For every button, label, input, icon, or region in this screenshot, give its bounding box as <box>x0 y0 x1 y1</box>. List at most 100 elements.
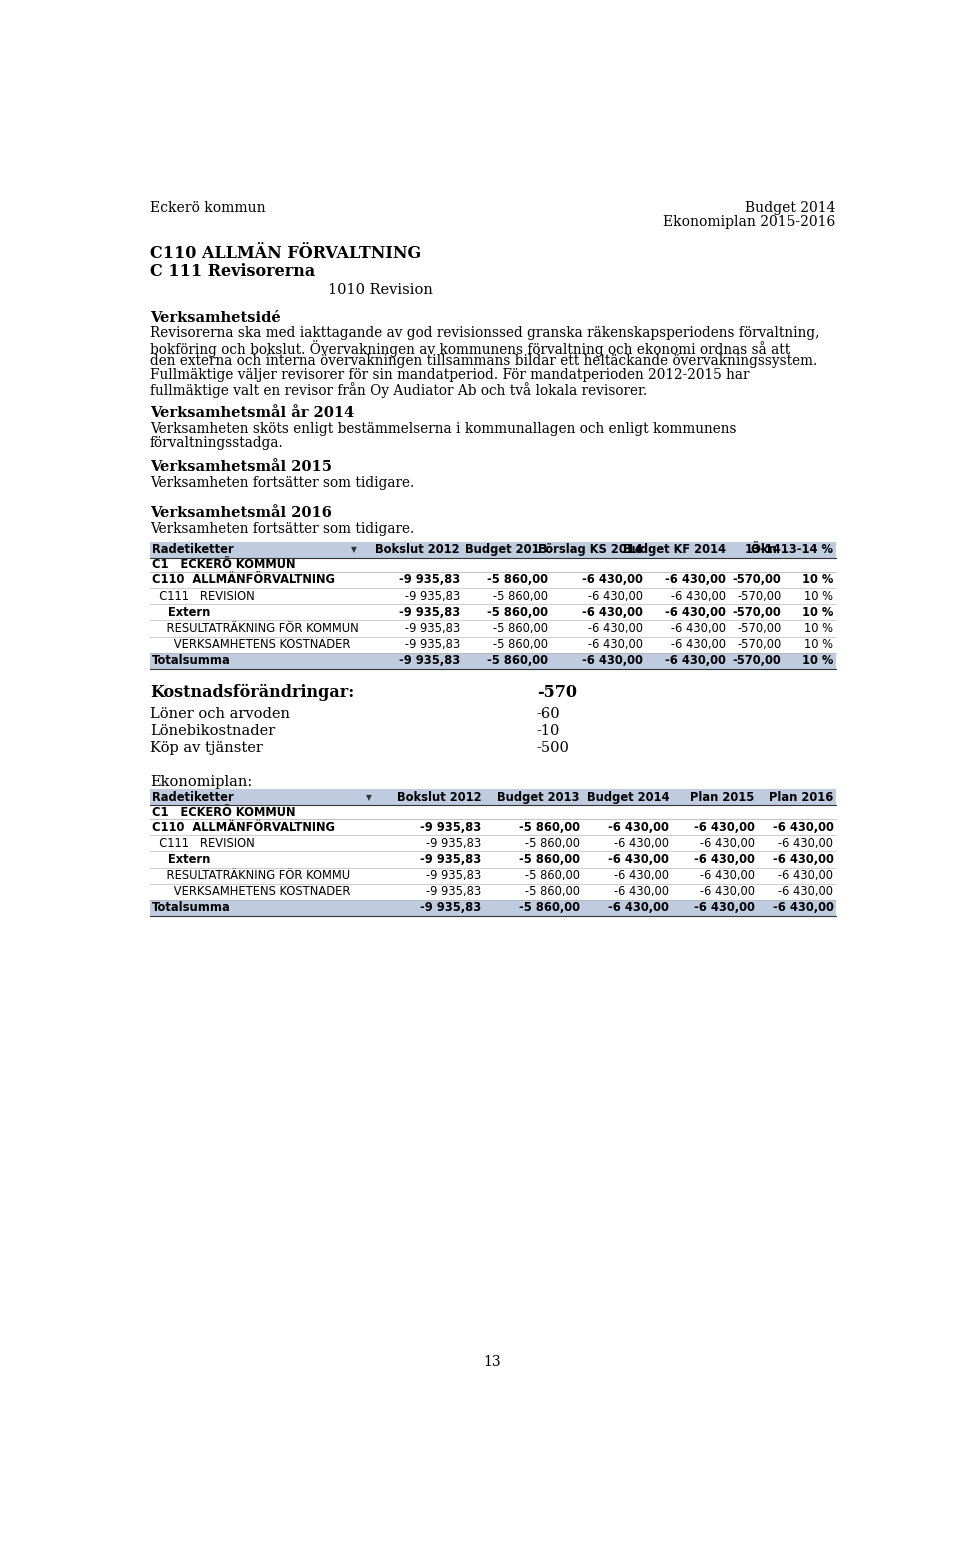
Text: -9 935,83: -9 935,83 <box>398 654 460 668</box>
Text: Budget 2014: Budget 2014 <box>745 201 836 215</box>
Text: Kostnadsförändringar:: Kostnadsförändringar: <box>150 684 354 701</box>
Text: 13-14: 13-14 <box>745 543 781 556</box>
Text: -6 430,00: -6 430,00 <box>614 869 669 883</box>
Text: -6 430,00: -6 430,00 <box>664 654 726 668</box>
Text: -9 935,83: -9 935,83 <box>420 853 482 866</box>
Text: -570,00: -570,00 <box>732 573 781 587</box>
Text: -6 430,00: -6 430,00 <box>664 573 726 587</box>
Text: -10: -10 <box>537 724 560 738</box>
Text: -5 860,00: -5 860,00 <box>525 886 580 898</box>
Text: 10 %: 10 % <box>803 606 833 618</box>
Text: Förslag KS 2014: Förslag KS 2014 <box>539 543 643 556</box>
Text: -6 430,00: -6 430,00 <box>609 902 669 914</box>
Text: -500: -500 <box>537 741 569 755</box>
Text: ▼: ▼ <box>366 793 372 802</box>
Text: -9 935,83: -9 935,83 <box>420 821 482 833</box>
Text: C 111 Revisorerna: C 111 Revisorerna <box>150 263 315 280</box>
Text: -6 430,00: -6 430,00 <box>664 606 726 618</box>
Text: Verksamheten fortsätter som tidigare.: Verksamheten fortsätter som tidigare. <box>150 475 414 489</box>
Text: -9 935,83: -9 935,83 <box>405 638 460 651</box>
Text: -6 430,00: -6 430,00 <box>588 621 643 635</box>
Text: -6 430,00: -6 430,00 <box>582 606 643 618</box>
Text: Verksamheten sköts enligt bestämmelserna i kommunallagen och enligt kommunens: Verksamheten sköts enligt bestämmelserna… <box>150 422 736 436</box>
Text: -6 430,00: -6 430,00 <box>671 638 726 651</box>
Bar <box>150 789 836 805</box>
Text: 10 %: 10 % <box>804 590 833 603</box>
Text: -9 935,83: -9 935,83 <box>398 573 460 587</box>
Text: Extern: Extern <box>152 853 210 866</box>
Text: RESULTATRÄKNING FÖR KOMMUN: RESULTATRÄKNING FÖR KOMMUN <box>152 621 359 635</box>
Text: Fullmäktige väljer revisorer för sin mandatperiod. För mandatperioden 2012-2015 : Fullmäktige väljer revisorer för sin man… <box>150 367 749 381</box>
Text: Radetiketter: Radetiketter <box>152 543 233 556</box>
Text: -6 430,00: -6 430,00 <box>614 836 669 850</box>
Text: RESULTATRÄKNING FÖR KOMMU: RESULTATRÄKNING FÖR KOMMU <box>152 869 350 883</box>
Text: -6 430,00: -6 430,00 <box>588 638 643 651</box>
Text: -5 860,00: -5 860,00 <box>518 821 580 833</box>
Text: ▼: ▼ <box>350 545 356 554</box>
Text: Verksamhetsmål 2015: Verksamhetsmål 2015 <box>150 461 332 475</box>
Text: Verksamhetsmål år 2014: Verksamhetsmål år 2014 <box>150 406 354 420</box>
Text: Extern: Extern <box>152 606 210 618</box>
Text: -9 935,83: -9 935,83 <box>426 886 482 898</box>
Text: 10 %: 10 % <box>804 638 833 651</box>
Text: 10 %: 10 % <box>804 621 833 635</box>
Bar <box>150 652 836 670</box>
Text: -570,00: -570,00 <box>737 638 781 651</box>
Text: VERKSAMHETENS KOSTNADER: VERKSAMHETENS KOSTNADER <box>152 886 350 898</box>
Text: Eckerö kommun: Eckerö kommun <box>150 201 265 215</box>
Bar <box>150 542 836 557</box>
Text: -9 935,83: -9 935,83 <box>398 606 460 618</box>
Text: fullmäktige valt en revisor från Oy Audiator Ab och två lokala revisorer.: fullmäktige valt en revisor från Oy Audi… <box>150 381 647 397</box>
Text: Löner och arvoden: Löner och arvoden <box>150 707 290 721</box>
Text: -9 935,83: -9 935,83 <box>405 590 460 603</box>
Text: -570,00: -570,00 <box>732 654 781 668</box>
Text: Budget 2013: Budget 2013 <box>497 791 580 803</box>
Text: Ekonomiplan:: Ekonomiplan: <box>150 775 252 789</box>
Text: Plan 2016: Plan 2016 <box>769 791 833 803</box>
Text: -6 430,00: -6 430,00 <box>671 590 726 603</box>
Text: -6 430,00: -6 430,00 <box>671 621 726 635</box>
Text: Revisorerna ska med iakttagande av god revisionssed granska räkenskapsperiodens : Revisorerna ska med iakttagande av god r… <box>150 327 819 341</box>
Bar <box>150 900 836 916</box>
Text: -6 430,00: -6 430,00 <box>694 902 755 914</box>
Text: -570,00: -570,00 <box>732 606 781 618</box>
Text: -6 430,00: -6 430,00 <box>694 821 755 833</box>
Text: -570: -570 <box>537 684 577 701</box>
Text: 13: 13 <box>483 1355 501 1369</box>
Text: -5 860,00: -5 860,00 <box>492 590 548 603</box>
Text: -5 860,00: -5 860,00 <box>487 606 548 618</box>
Text: Ökn 13-14 %: Ökn 13-14 % <box>752 543 833 556</box>
Text: -9 935,83: -9 935,83 <box>405 621 460 635</box>
Text: -6 430,00: -6 430,00 <box>700 836 755 850</box>
Text: C110  ALLMÄNFÖRVALTNING: C110 ALLMÄNFÖRVALTNING <box>152 821 335 833</box>
Text: Bokslut 2012: Bokslut 2012 <box>375 543 460 556</box>
Text: Radetiketter: Radetiketter <box>152 791 233 803</box>
Text: Verksamheten fortsätter som tidigare.: Verksamheten fortsätter som tidigare. <box>150 522 414 536</box>
Text: C111   REVISION: C111 REVISION <box>152 590 254 603</box>
Text: C110  ALLMÄNFÖRVALTNING: C110 ALLMÄNFÖRVALTNING <box>152 573 335 587</box>
Text: -5 860,00: -5 860,00 <box>487 573 548 587</box>
Text: C111   REVISION: C111 REVISION <box>152 836 254 850</box>
Text: Lönebikostnader: Lönebikostnader <box>150 724 275 738</box>
Text: -6 430,00: -6 430,00 <box>779 836 833 850</box>
Text: -6 430,00: -6 430,00 <box>779 869 833 883</box>
Text: -6 430,00: -6 430,00 <box>609 821 669 833</box>
Text: -6 430,00: -6 430,00 <box>773 821 833 833</box>
Text: VERKSAMHETENS KOSTNADER: VERKSAMHETENS KOSTNADER <box>152 638 350 651</box>
Text: -60: -60 <box>537 707 561 721</box>
Text: 10 %: 10 % <box>803 573 833 587</box>
Text: -5 860,00: -5 860,00 <box>492 621 548 635</box>
Text: C1   ECKERÖ KOMMUN: C1 ECKERÖ KOMMUN <box>152 805 296 819</box>
Text: -6 430,00: -6 430,00 <box>588 590 643 603</box>
Text: den externa och interna övervakningen tillsammans bildar ett heltäckande övervak: den externa och interna övervakningen ti… <box>150 353 817 367</box>
Text: -570,00: -570,00 <box>737 590 781 603</box>
Text: -9 935,83: -9 935,83 <box>420 902 482 914</box>
Text: -6 430,00: -6 430,00 <box>773 853 833 866</box>
Text: -6 430,00: -6 430,00 <box>700 886 755 898</box>
Text: -6 430,00: -6 430,00 <box>773 902 833 914</box>
Text: -6 430,00: -6 430,00 <box>700 869 755 883</box>
Text: -5 860,00: -5 860,00 <box>487 654 548 668</box>
Text: -5 860,00: -5 860,00 <box>518 853 580 866</box>
Text: -6 430,00: -6 430,00 <box>694 853 755 866</box>
Text: Verksamhetsidé: Verksamhetsidé <box>150 311 280 325</box>
